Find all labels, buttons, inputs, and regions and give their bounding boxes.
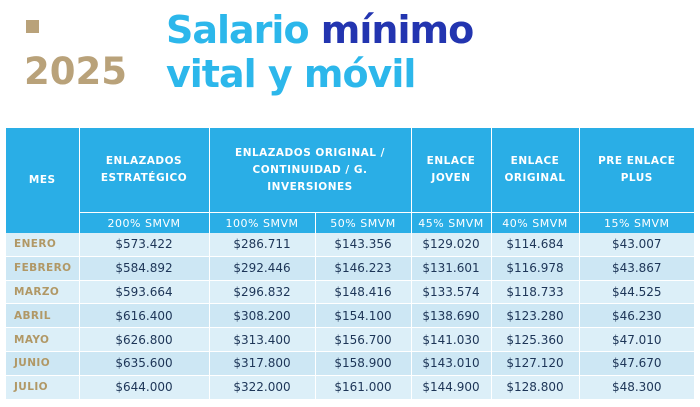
value-cell: $626.800 (79, 327, 210, 352)
title-part-2: mínimo (320, 8, 474, 52)
value-cell: $292.446 (209, 256, 316, 281)
value-cell: $158.900 (315, 351, 412, 376)
value-cell: $47.010 (579, 327, 694, 352)
table-row: MARZO $593.664 $296.832 $148.416 $133.574 $11… (6, 280, 694, 305)
gold-square-icon (26, 20, 39, 33)
value-cell: $129.020 (411, 233, 492, 257)
value-cell: $573.422 (79, 233, 210, 257)
value-cell: $317.800 (209, 351, 316, 376)
month-cell: ENERO (6, 233, 80, 257)
value-cell: $43.867 (579, 256, 694, 281)
value-cell: $141.030 (411, 327, 492, 352)
month-cell: MAYO (6, 327, 80, 352)
value-cell: $46.230 (579, 303, 694, 329)
value-cell: $313.400 (209, 327, 316, 352)
table-row: MAYO $626.800 $313.400 $156.700 $141.030 $125… (6, 327, 694, 352)
subheader-40: 40% SMVM (491, 212, 580, 233)
value-cell: $131.601 (411, 256, 492, 281)
value-cell: $125.360 (491, 327, 580, 352)
value-cell: $161.000 (315, 375, 412, 400)
title-line-2: vital y móvil (166, 52, 416, 96)
month-cell: JULIO (6, 375, 80, 400)
month-cell: ABRIL (6, 303, 80, 329)
table-row: JULIO $644.000 $322.000 $161.000 $144.900 $12… (6, 375, 694, 400)
header-mes: MES (6, 128, 80, 233)
title-line-1: Salario mínimo (166, 8, 474, 52)
header-enlazados-estrategico: ENLAZADOS ESTRATÉGICO (79, 128, 210, 213)
value-cell: $616.400 (79, 303, 210, 329)
value-cell: $43.007 (579, 233, 694, 257)
value-cell: $127.120 (491, 351, 580, 376)
value-cell: $47.670 (579, 351, 694, 376)
value-cell: $116.978 (491, 256, 580, 281)
table-row: FEBRERO $584.892 $292.446 $146.223 $131.601 $… (6, 256, 694, 281)
month-cell: JUNIO (6, 351, 80, 376)
value-cell: $635.600 (79, 351, 210, 376)
value-cell: $644.000 (79, 375, 210, 400)
value-cell: $584.892 (79, 256, 210, 281)
value-cell: $48.300 (579, 375, 694, 400)
value-cell: $286.711 (209, 233, 316, 257)
header-enlace-original: ENLACE ORIGINAL (491, 128, 580, 213)
subheader-45: 45% SMVM (411, 212, 492, 233)
value-cell: $322.000 (209, 375, 316, 400)
value-cell: $156.700 (315, 327, 412, 352)
subheader-50: 50% SMVM (315, 212, 412, 233)
month-cell: MARZO (6, 280, 80, 305)
value-cell: $118.733 (491, 280, 580, 305)
value-cell: $114.684 (491, 233, 580, 257)
header: 2025 Salario mínimo vital y móvil (0, 0, 700, 120)
year-label: 2025 (24, 50, 127, 93)
subheader-100: 100% SMVM (209, 212, 316, 233)
value-cell: $144.900 (411, 375, 492, 400)
value-cell: $128.800 (491, 375, 580, 400)
table-row: ABRIL $616.400 $308.200 $154.100 $138.690 $12… (6, 303, 694, 329)
value-cell: $146.223 (315, 256, 412, 281)
value-cell: $123.280 (491, 303, 580, 329)
value-cell: $593.664 (79, 280, 210, 305)
title-part-1: Salario (166, 8, 321, 52)
value-cell: $154.100 (315, 303, 412, 329)
header-enlace-joven: ENLACE JOVEN (411, 128, 492, 213)
value-cell: $143.010 (411, 351, 492, 376)
value-cell: $138.690 (411, 303, 492, 329)
value-cell: $133.574 (411, 280, 492, 305)
subheader-200: 200% SMVM (79, 212, 210, 233)
table-row: JUNIO $635.600 $317.800 $158.900 $143.010 $12… (6, 351, 694, 376)
value-cell: $44.525 (579, 280, 694, 305)
value-cell: $308.200 (209, 303, 316, 329)
header-pre-enlace-plus: PRE ENLACE PLUS (579, 128, 694, 213)
header-enlazados-original: ENLAZADOS ORIGINAL / CONTINUIDAD / G. IN… (209, 128, 412, 213)
month-cell: FEBRERO (6, 256, 80, 281)
subheader-15: 15% SMVM (579, 212, 694, 233)
value-cell: $296.832 (209, 280, 316, 305)
value-cell: $143.356 (315, 233, 412, 257)
salary-table: MES ENLAZADOS ESTRATÉGICO ENLAZADOS ORIG… (6, 128, 694, 400)
value-cell: $148.416 (315, 280, 412, 305)
table-row: ENERO $573.422 $286.711 $143.356 $129.020 $11… (6, 233, 694, 257)
